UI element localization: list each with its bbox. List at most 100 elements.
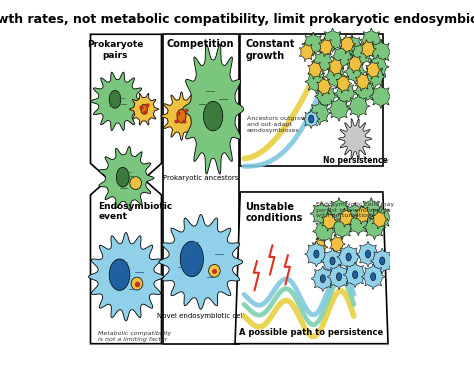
Ellipse shape xyxy=(131,277,143,290)
Polygon shape xyxy=(312,238,328,257)
Polygon shape xyxy=(356,241,380,267)
Polygon shape xyxy=(319,38,334,56)
Bar xyxy=(240,34,383,166)
Polygon shape xyxy=(310,202,333,226)
Circle shape xyxy=(203,101,223,131)
Polygon shape xyxy=(317,77,332,96)
Polygon shape xyxy=(363,216,386,240)
Text: A possible path to persistence: A possible path to persistence xyxy=(239,328,383,337)
Polygon shape xyxy=(356,205,371,224)
Polygon shape xyxy=(313,219,336,243)
Polygon shape xyxy=(370,40,392,64)
Polygon shape xyxy=(89,232,164,321)
Circle shape xyxy=(116,168,129,187)
Text: Competition: Competition xyxy=(167,39,234,49)
Polygon shape xyxy=(91,34,162,195)
Polygon shape xyxy=(370,85,392,108)
Polygon shape xyxy=(330,235,345,254)
Polygon shape xyxy=(322,212,337,231)
Polygon shape xyxy=(336,74,352,93)
Circle shape xyxy=(365,250,371,258)
Polygon shape xyxy=(302,110,320,128)
Text: Metabolic compatibility
is not a limiting factor: Metabolic compatibility is not a limitin… xyxy=(98,331,172,342)
Polygon shape xyxy=(331,216,354,240)
Text: Growth rates, not metabolic compatibility, limit prokaryotic endosymbioses: Growth rates, not metabolic compatibilit… xyxy=(0,13,474,27)
Polygon shape xyxy=(305,241,328,267)
Ellipse shape xyxy=(209,265,220,277)
Circle shape xyxy=(346,253,351,261)
Polygon shape xyxy=(300,42,315,61)
Polygon shape xyxy=(159,215,243,309)
Text: Constant
growth: Constant growth xyxy=(246,39,295,61)
Polygon shape xyxy=(182,44,244,174)
Circle shape xyxy=(180,241,203,277)
Circle shape xyxy=(141,104,147,114)
Polygon shape xyxy=(362,264,385,289)
Polygon shape xyxy=(350,42,373,66)
Circle shape xyxy=(380,257,385,265)
Polygon shape xyxy=(360,28,383,52)
Polygon shape xyxy=(348,55,363,73)
Text: Novel endosymbiotic cell: Novel endosymbiotic cell xyxy=(157,313,245,319)
Polygon shape xyxy=(337,244,360,269)
Text: Unstable
conditions: Unstable conditions xyxy=(246,202,303,223)
Polygon shape xyxy=(344,262,367,287)
Circle shape xyxy=(109,91,121,108)
Polygon shape xyxy=(308,60,323,79)
Polygon shape xyxy=(99,147,154,210)
Polygon shape xyxy=(328,264,351,289)
Text: Prokaryotic ancestors: Prokaryotic ancestors xyxy=(163,175,238,181)
Polygon shape xyxy=(334,81,357,105)
Polygon shape xyxy=(356,72,371,91)
Polygon shape xyxy=(340,35,356,53)
Polygon shape xyxy=(344,60,366,84)
Text: Prokaryote
pairs: Prokaryote pairs xyxy=(87,40,144,60)
Polygon shape xyxy=(331,45,354,69)
Circle shape xyxy=(371,273,376,280)
Circle shape xyxy=(337,273,342,280)
Polygon shape xyxy=(161,92,202,140)
Polygon shape xyxy=(340,34,363,58)
Text: Endosymbiotic
event: Endosymbiotic event xyxy=(98,202,173,221)
Polygon shape xyxy=(129,94,158,125)
Polygon shape xyxy=(324,65,347,89)
Polygon shape xyxy=(372,210,388,229)
Polygon shape xyxy=(338,119,372,159)
Polygon shape xyxy=(308,101,331,125)
Circle shape xyxy=(320,275,326,283)
Text: Ancestors outgrow
and out-adapt
eendosymbioses: Ancestors outgrow and out-adapt eendosym… xyxy=(246,116,306,133)
Polygon shape xyxy=(344,203,366,227)
Polygon shape xyxy=(91,163,162,344)
Polygon shape xyxy=(366,60,381,79)
Polygon shape xyxy=(328,97,350,121)
Polygon shape xyxy=(321,248,344,274)
Circle shape xyxy=(309,115,314,123)
Text: No persistence: No persistence xyxy=(323,157,388,166)
Polygon shape xyxy=(370,206,392,230)
Polygon shape xyxy=(360,198,383,222)
Polygon shape xyxy=(361,40,376,58)
Circle shape xyxy=(353,271,358,279)
Circle shape xyxy=(177,109,186,123)
Polygon shape xyxy=(235,192,388,344)
Bar xyxy=(163,34,239,344)
Ellipse shape xyxy=(130,177,141,190)
Polygon shape xyxy=(371,248,394,274)
Polygon shape xyxy=(302,32,325,56)
Polygon shape xyxy=(311,50,334,74)
Polygon shape xyxy=(311,266,334,291)
Circle shape xyxy=(314,250,319,258)
Polygon shape xyxy=(354,80,376,103)
Text: Endosymbiotic cells may
persist in environments
with perturbations: Endosymbiotic cells may persist in envir… xyxy=(316,202,394,218)
Polygon shape xyxy=(328,198,350,222)
Polygon shape xyxy=(339,208,354,227)
Circle shape xyxy=(330,257,335,265)
Polygon shape xyxy=(366,55,389,79)
Polygon shape xyxy=(321,28,344,52)
Circle shape xyxy=(109,259,130,290)
Polygon shape xyxy=(347,94,370,118)
Polygon shape xyxy=(315,85,337,108)
Polygon shape xyxy=(305,70,328,94)
Polygon shape xyxy=(328,57,344,76)
Polygon shape xyxy=(363,65,386,89)
